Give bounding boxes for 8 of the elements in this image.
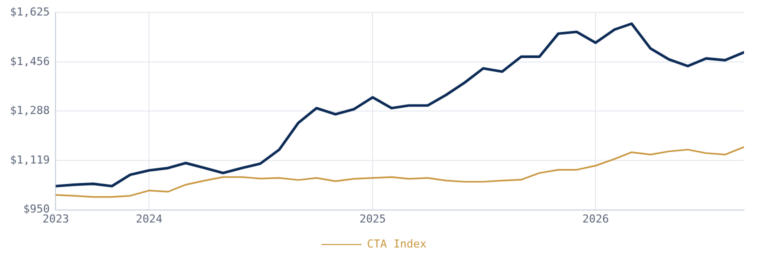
x-tick-label: 2025: [359, 212, 386, 226]
legend-label: CTA Index: [366, 237, 427, 250]
x-tick-label: 2024: [136, 212, 163, 226]
y-tick-label: $1,456: [10, 54, 50, 68]
y-tick-label: $1,119: [10, 153, 50, 166]
x-tick-label: 2026: [582, 212, 609, 226]
y-tick-label: $1,288: [10, 104, 50, 118]
y-tick-label: $1,625: [10, 5, 50, 18]
